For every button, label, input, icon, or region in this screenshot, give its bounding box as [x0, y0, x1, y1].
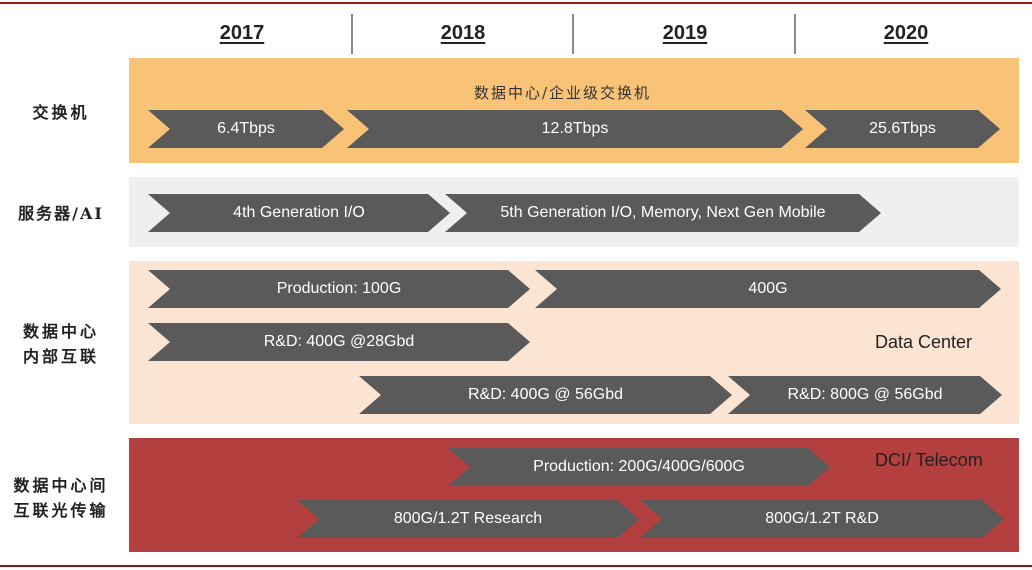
switch-subtitle: 数据中心/企业级交换机	[474, 84, 652, 102]
dci-label-line1: 数据中心间	[13, 476, 109, 495]
server-row-label: 服务器/AI	[18, 204, 104, 223]
switch-arrow-25-6tbps: 25.6Tbps	[805, 110, 1000, 148]
dc-arrow-rd-400g-56gbd: R&D: 400G @ 56Gbd	[359, 376, 732, 414]
switch-arrow-6-4tbps: 6.4Tbps	[148, 110, 344, 148]
dc-arrow-production-100g: Production: 100G	[148, 270, 530, 308]
datacenter-note: Data Center	[875, 332, 973, 352]
bottom-rule	[0, 565, 1032, 567]
switch-row-label: 交换机	[32, 103, 90, 122]
server-arrow-4th-gen: 4th Generation I/O	[148, 194, 450, 232]
dci-label-line2: 互联光传输	[13, 501, 109, 520]
dci-row-label: 数据中心间 互联光传输	[0, 473, 122, 523]
year-divider	[351, 14, 353, 54]
year-2017: 2017	[219, 22, 265, 44]
year-2018: 2018	[440, 22, 486, 44]
switch-arrow-12-8tbps: 12.8Tbps	[347, 110, 803, 148]
datacenter-label-line2: 内部互联	[22, 347, 99, 366]
dci-arrow-production: Production: 200G/400G/600G	[448, 448, 830, 486]
dci-arrow-research: 800G/1.2T Research	[297, 500, 639, 538]
server-arrow-5th-gen: 5th Generation I/O, Memory, Next Gen Mob…	[445, 194, 881, 232]
datacenter-label-line1: 数据中心	[22, 322, 99, 341]
dc-arrow-rd-400g-28gbd: R&D: 400G @28Gbd	[148, 323, 530, 361]
year-divider	[794, 14, 796, 54]
year-2020: 2020	[883, 22, 929, 44]
dci-arrow-rd: 800G/1.2T R&D	[640, 500, 1004, 538]
dc-arrow-400g: 400G	[535, 270, 1001, 308]
top-rule	[0, 2, 1032, 4]
year-2019: 2019	[662, 22, 708, 44]
dc-arrow-rd-800g-56gbd: R&D: 800G @ 56Gbd	[728, 376, 1002, 414]
datacenter-row-label: 数据中心 内部互联	[0, 319, 122, 369]
year-divider	[572, 14, 574, 54]
dci-note: DCI/ Telecom	[875, 450, 983, 470]
